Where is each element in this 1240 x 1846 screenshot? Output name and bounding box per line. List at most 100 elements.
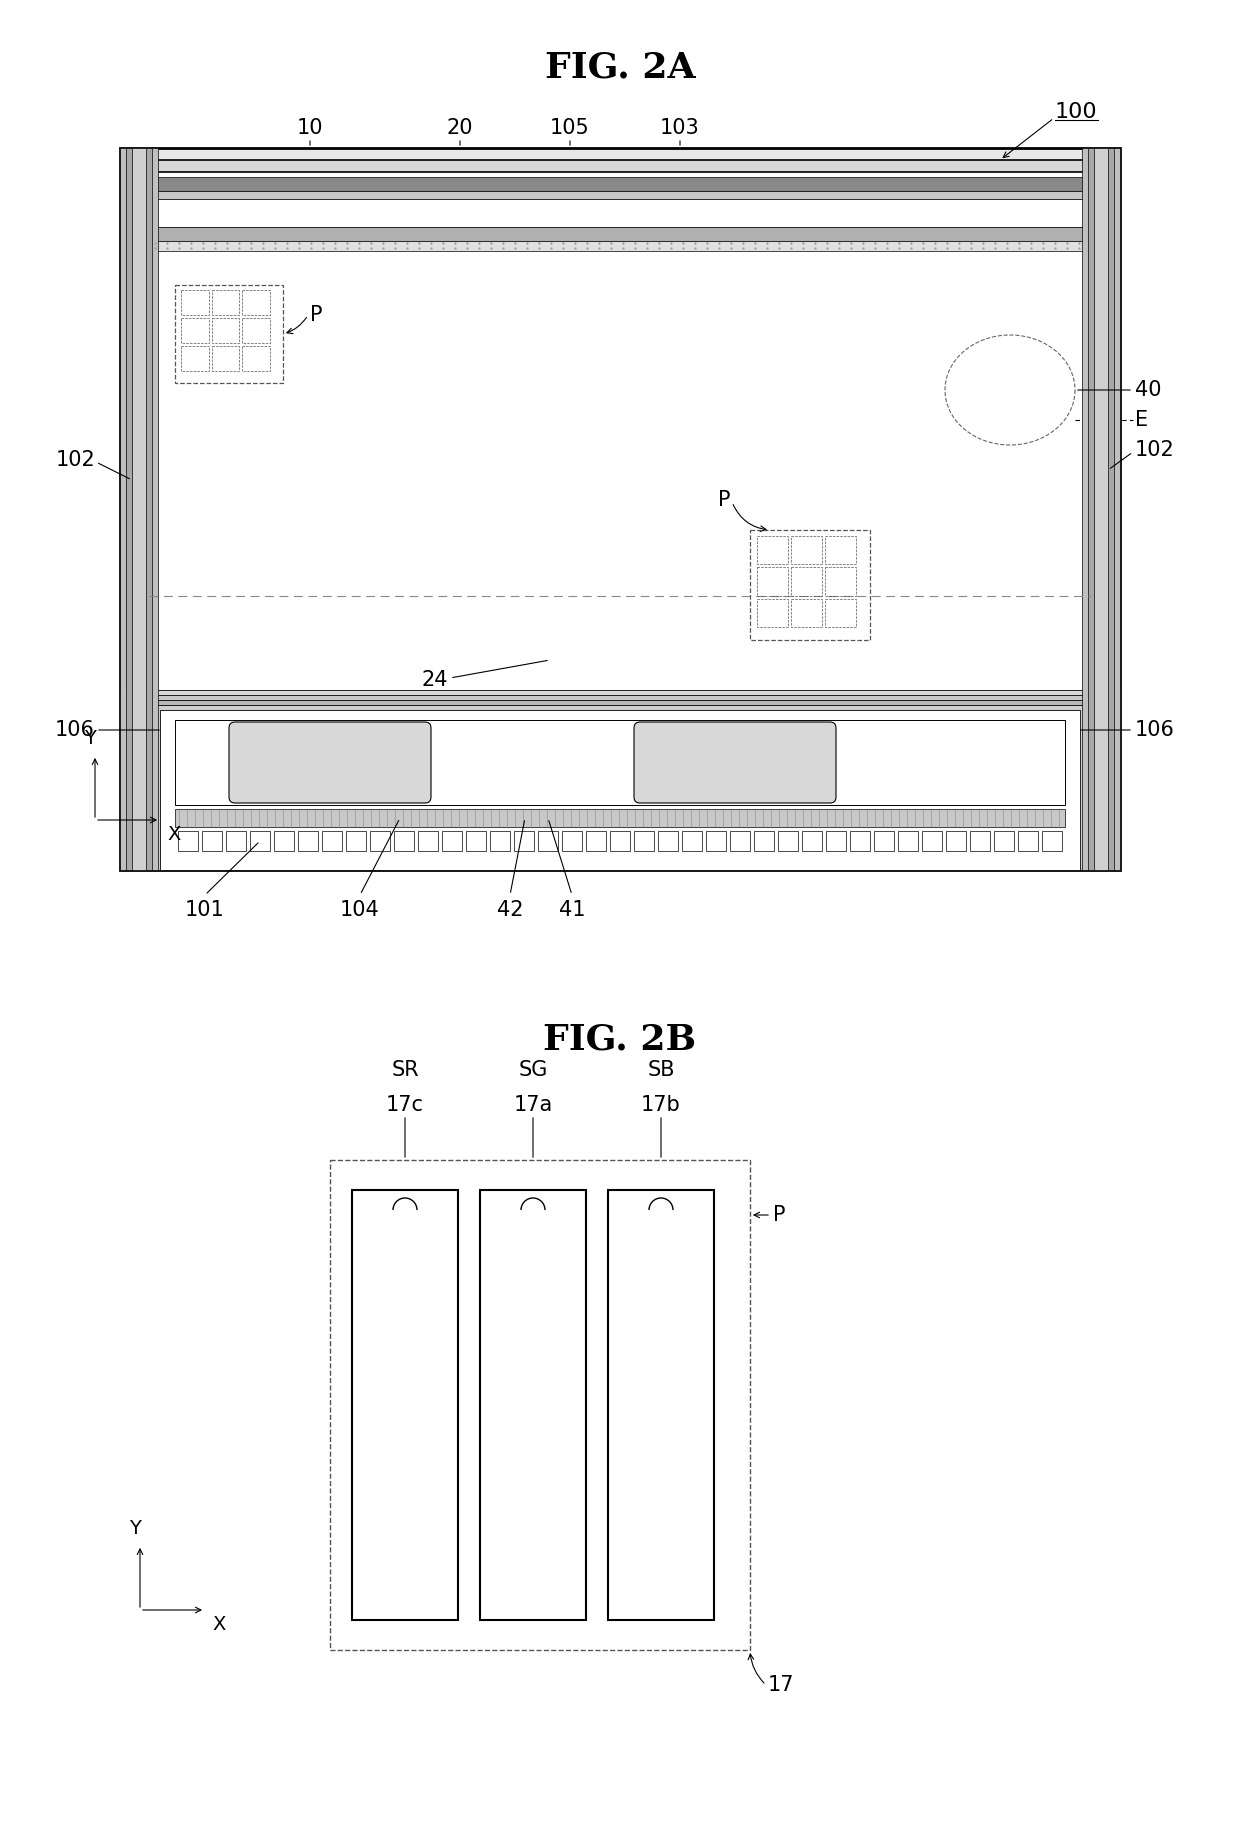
Text: SR: SR bbox=[391, 1060, 419, 1080]
Bar bbox=[706, 831, 725, 851]
Text: 102: 102 bbox=[1135, 439, 1174, 460]
FancyBboxPatch shape bbox=[634, 722, 836, 803]
Bar bbox=[181, 318, 208, 343]
Bar bbox=[274, 831, 294, 851]
Text: P: P bbox=[310, 305, 322, 325]
Bar bbox=[394, 831, 414, 851]
Bar bbox=[149, 242, 1091, 251]
Bar bbox=[466, 831, 486, 851]
Text: P: P bbox=[718, 489, 730, 509]
Bar bbox=[610, 831, 630, 851]
Bar bbox=[946, 831, 966, 851]
Text: 106: 106 bbox=[55, 720, 95, 740]
Text: 104: 104 bbox=[340, 901, 379, 919]
Bar bbox=[150, 705, 1090, 869]
Bar bbox=[791, 598, 822, 628]
Bar bbox=[754, 831, 774, 851]
Text: FIG. 2A: FIG. 2A bbox=[544, 52, 696, 85]
Text: 41: 41 bbox=[559, 901, 585, 919]
Bar bbox=[212, 290, 239, 316]
Bar bbox=[131, 161, 1109, 858]
Text: 17: 17 bbox=[768, 1674, 795, 1695]
Bar bbox=[250, 831, 270, 851]
FancyBboxPatch shape bbox=[229, 722, 432, 803]
Bar bbox=[898, 831, 918, 851]
Bar bbox=[242, 290, 270, 316]
Bar bbox=[490, 831, 510, 851]
Text: 20: 20 bbox=[446, 118, 474, 138]
Bar bbox=[849, 831, 870, 851]
Bar bbox=[144, 172, 1096, 845]
Text: X: X bbox=[167, 825, 180, 844]
Bar bbox=[562, 831, 582, 851]
Bar bbox=[587, 831, 606, 851]
Bar bbox=[181, 290, 208, 316]
Bar bbox=[826, 831, 846, 851]
Bar bbox=[322, 831, 342, 851]
Text: 10: 10 bbox=[296, 118, 324, 138]
Bar bbox=[370, 831, 391, 851]
Bar bbox=[994, 831, 1014, 851]
Bar bbox=[140, 700, 1100, 869]
Bar bbox=[1083, 148, 1120, 869]
Bar bbox=[750, 530, 870, 641]
Bar bbox=[160, 711, 1080, 869]
Bar bbox=[179, 831, 198, 851]
Bar bbox=[791, 567, 822, 596]
Bar bbox=[181, 345, 208, 371]
Text: 17b: 17b bbox=[641, 1095, 681, 1115]
Bar bbox=[825, 535, 856, 565]
Bar bbox=[1042, 831, 1061, 851]
Bar bbox=[441, 831, 463, 851]
Bar bbox=[418, 831, 438, 851]
Text: Y: Y bbox=[129, 1519, 141, 1538]
Bar bbox=[538, 831, 558, 851]
Bar bbox=[791, 535, 822, 565]
Text: 106: 106 bbox=[1135, 720, 1174, 740]
Text: X: X bbox=[212, 1615, 226, 1634]
Text: 102: 102 bbox=[56, 450, 95, 471]
Text: 17c: 17c bbox=[386, 1095, 424, 1115]
Text: FIG. 2B: FIG. 2B bbox=[543, 1023, 697, 1058]
Bar bbox=[1087, 148, 1114, 869]
Bar bbox=[756, 535, 787, 565]
Bar bbox=[756, 567, 787, 596]
Bar bbox=[970, 831, 990, 851]
Bar bbox=[126, 148, 153, 869]
Bar bbox=[730, 831, 750, 851]
Bar bbox=[149, 199, 1091, 227]
Bar bbox=[352, 1191, 458, 1621]
Bar bbox=[120, 690, 1120, 869]
Bar bbox=[777, 831, 799, 851]
Bar bbox=[120, 148, 1120, 869]
Bar bbox=[330, 1159, 750, 1650]
Text: Y: Y bbox=[84, 729, 95, 748]
Bar bbox=[149, 190, 1091, 199]
Bar bbox=[120, 148, 157, 869]
Text: 101: 101 bbox=[185, 901, 224, 919]
Bar bbox=[634, 831, 653, 851]
Bar bbox=[682, 831, 702, 851]
Bar bbox=[242, 345, 270, 371]
Bar bbox=[480, 1191, 587, 1621]
Bar bbox=[874, 831, 894, 851]
Bar bbox=[346, 831, 366, 851]
Bar bbox=[242, 318, 270, 343]
Bar bbox=[149, 227, 1091, 242]
Bar bbox=[131, 148, 146, 869]
Text: 105: 105 bbox=[551, 118, 590, 138]
Bar bbox=[756, 598, 787, 628]
Bar bbox=[608, 1191, 714, 1621]
Text: 100: 100 bbox=[1055, 102, 1097, 122]
Bar bbox=[658, 831, 678, 851]
Bar bbox=[149, 177, 1091, 190]
Bar bbox=[130, 694, 1110, 869]
Bar bbox=[298, 831, 317, 851]
Text: E: E bbox=[1135, 410, 1148, 430]
Text: 103: 103 bbox=[660, 118, 699, 138]
Bar bbox=[1018, 831, 1038, 851]
Text: P: P bbox=[773, 1205, 785, 1226]
Bar bbox=[923, 831, 942, 851]
Bar bbox=[175, 284, 283, 382]
Bar bbox=[175, 720, 1065, 805]
